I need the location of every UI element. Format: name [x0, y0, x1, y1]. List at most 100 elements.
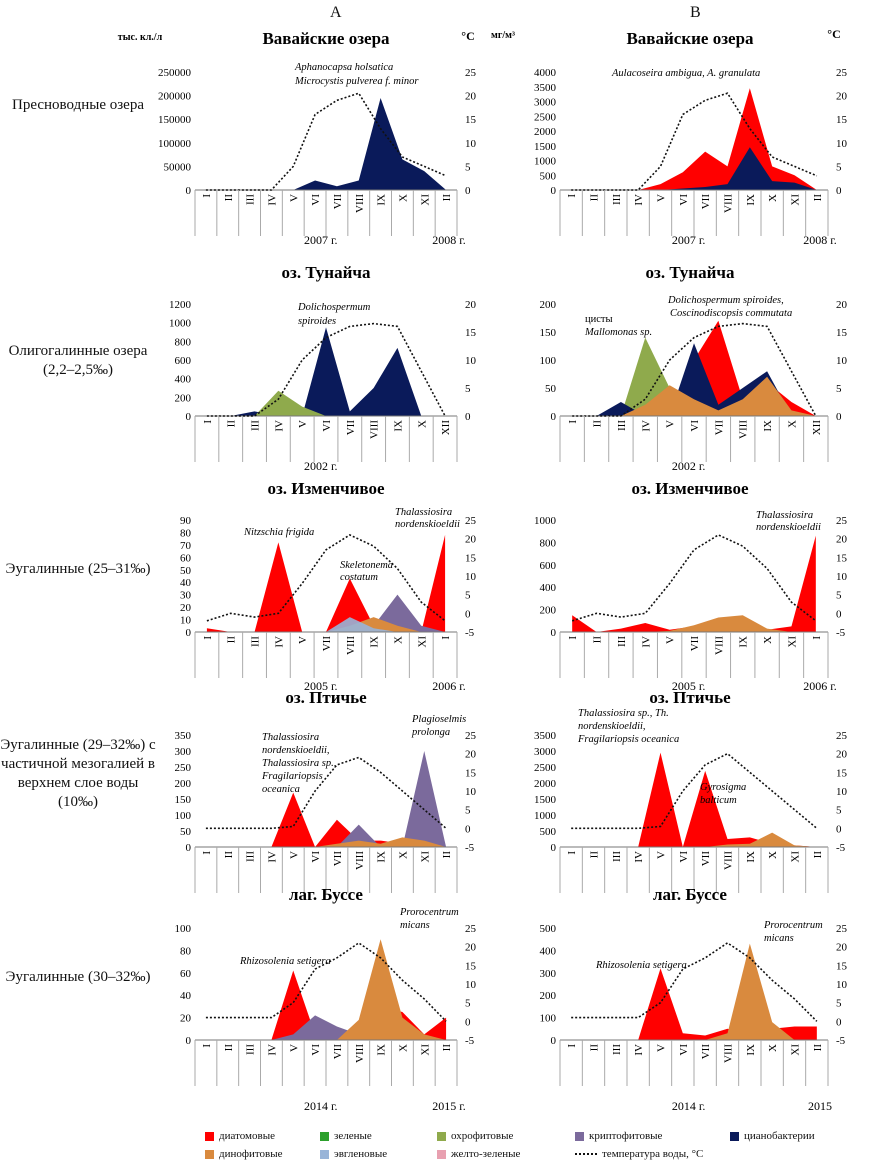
y2-tick-label: 25: [836, 67, 848, 79]
y2-tick-label: -5: [836, 842, 846, 854]
y2-tick-label: 15: [836, 114, 848, 126]
x-tick-label: II: [812, 851, 824, 859]
row-label-euhaline-3: Эугалинные (30–32‰): [5, 969, 151, 985]
x-tick-label: IV: [640, 420, 652, 432]
year-label: 2005 г.: [304, 679, 338, 693]
x-tick-label: III: [250, 420, 262, 431]
y-tick-label: 800: [540, 537, 557, 549]
x-tick-label: IX: [762, 420, 774, 432]
y-tick-label: 150: [540, 327, 557, 339]
species-annotation: Skeletonema: [340, 560, 393, 571]
y-tick-label: 2500: [534, 111, 557, 123]
x-tick-label: IV: [633, 851, 645, 863]
y2-tick-label: 0: [465, 411, 471, 423]
species-annotation: Dolichospermum spiroides,: [667, 295, 784, 306]
species-annotation: nordenskioeldii: [756, 522, 821, 533]
series-area-diatoms: [560, 88, 817, 190]
chart-title: лаг. Буссе: [653, 885, 727, 904]
species-annotation: oceanica: [262, 784, 300, 795]
x-tick-label: II: [226, 420, 238, 428]
temperature-line: [205, 941, 447, 1022]
x-tick-label: XI: [416, 636, 428, 648]
y-tick-label: 30: [180, 590, 192, 602]
year-label: 2005 г.: [672, 679, 706, 693]
species-annotation: Aphanocapsa holsatica: [294, 62, 393, 73]
y-tick-label: 3500: [534, 82, 557, 94]
y-tick-label: 0: [186, 411, 192, 423]
chart-title: оз. Тунайча: [281, 263, 371, 282]
x-tick-label: XI: [790, 851, 802, 863]
series-area-dinophytes: [195, 617, 446, 632]
y2-tick-label: 25: [465, 730, 477, 742]
x-tick-label: VII: [332, 851, 344, 867]
x-tick-label: VII: [321, 636, 333, 652]
y2-tick-label: 15: [465, 114, 477, 126]
temperature-line: [571, 941, 818, 1022]
x-tick-label: X: [762, 636, 774, 644]
y2-tick-label: -5: [465, 842, 475, 854]
x-tick-label: X: [397, 194, 409, 202]
y-axis-unit: тыс. кл./л: [118, 32, 163, 43]
x-tick-label: VII: [700, 194, 712, 210]
x-tick-label: VI: [310, 1044, 322, 1056]
x-tick-label: IV: [266, 851, 278, 863]
x-tick-label: III: [611, 194, 623, 205]
temperature-line: [205, 92, 447, 191]
chart-title: оз. Тунайча: [645, 263, 735, 282]
y-tick-label: 2000: [534, 126, 557, 138]
x-tick-label: III: [616, 420, 628, 431]
legend-label: температура воды, °C: [602, 1148, 704, 1160]
chart-title: оз. Изменчивое: [631, 479, 749, 498]
y2-tick-label: 0: [465, 1016, 471, 1028]
x-tick-label: VIII: [354, 1044, 366, 1063]
y-tick-label: 50: [180, 826, 192, 838]
x-tick-label: III: [245, 1044, 257, 1055]
y2-tick-label: 15: [465, 960, 477, 972]
x-tick-label: VIII: [723, 1044, 735, 1063]
x-tick-label: II: [223, 194, 235, 202]
y2-tick-label: 25: [465, 67, 477, 79]
x-tick-label: I: [566, 194, 578, 198]
x-tick-label: IX: [745, 851, 757, 863]
y2-tick-label: 25: [836, 730, 848, 742]
chart-A4: оз. Птичье 0 50 100 150 200 250 300 350 -5 0 5 10 15 2…: [175, 688, 477, 893]
x-tick-label: III: [250, 636, 262, 647]
legend-item-yellowgreen: желто-зеленые: [437, 1148, 520, 1160]
y-tick-label: 1500: [534, 141, 557, 153]
x-tick-label: XI: [790, 194, 802, 206]
series-area-dinophytes: [195, 939, 447, 1040]
year-label: 2002 г.: [672, 459, 706, 473]
y2-tick-label: 10: [836, 355, 848, 367]
y-tick-label: 1000: [534, 515, 557, 527]
y2-tick-label: 20: [836, 942, 848, 954]
species-annotation: Thalassiosira sp.,: [262, 758, 336, 769]
legend-swatch: [320, 1149, 329, 1159]
y-tick-label: 1500: [534, 794, 557, 806]
x-tick-label: I: [811, 636, 823, 640]
x-tick-label: VII: [713, 420, 725, 436]
y-tick-label: 250000: [158, 67, 192, 79]
y2-tick-label: 5: [465, 805, 471, 817]
column-label-a: A: [330, 4, 342, 21]
y2-tick-label: 25: [836, 515, 848, 527]
species-annotation: Aulacoseira ambigua, A. granulata: [611, 68, 760, 79]
y2-tick-label: 20: [465, 749, 477, 761]
y2-tick-label: 10: [836, 571, 848, 583]
y-tick-label: 80: [180, 527, 192, 539]
temperature-line: [205, 756, 447, 830]
chart-B1: Вавайские озера мг/м³ °C 0 500 1000 1500 2000 25…: [491, 27, 847, 247]
y2-tick-label: 10: [465, 571, 477, 583]
x-tick-label: II: [223, 1044, 235, 1052]
x-tick-label: VII: [345, 420, 357, 436]
legend-swatch: [320, 1131, 329, 1141]
series-area-dinophytes: [560, 943, 817, 1040]
legend-swatch: [575, 1131, 584, 1141]
y-tick-label: 0: [186, 185, 192, 197]
x-tick-label: VI: [310, 851, 322, 863]
chart-title: Вавайские озера: [626, 29, 754, 48]
x-tick-label: II: [589, 194, 601, 202]
x-tick-label: VI: [678, 851, 690, 863]
x-tick-label: V: [665, 636, 677, 644]
legend-item-diatoms: диатомовые: [205, 1130, 275, 1142]
